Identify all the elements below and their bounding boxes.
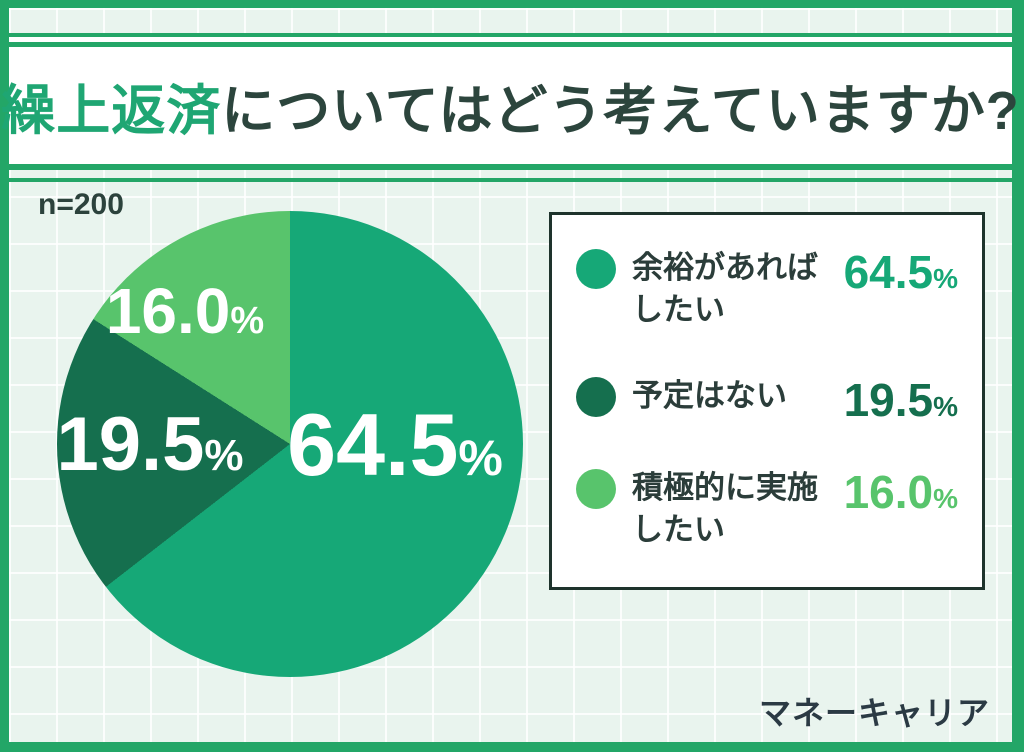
content-area: 繰上返済についてはどう考えていますか? n=200 64.5% 19.5% 16… [1, 8, 1019, 742]
pie-slice-label-2: 19.5% [56, 407, 243, 483]
legend-swatch-icon [576, 377, 616, 417]
legend-item: 余裕があればしたい 64.5% [576, 247, 958, 331]
percent-sign: % [230, 300, 265, 342]
title-highlight: 繰上返済 [1, 81, 222, 141]
legend-value-number: 16.0 [843, 466, 934, 519]
legend-item-label: 積極的に実施したい [632, 470, 818, 548]
bottom-rule-thin [9, 178, 1012, 182]
pie-chart [57, 211, 523, 677]
top-rule-gap [9, 37, 1012, 42]
pie-slice-label-3: 16.0% [106, 279, 264, 343]
legend-swatch-icon [576, 249, 616, 289]
legend-item-value: 64.5% [844, 249, 958, 295]
percent-sign: % [204, 431, 244, 480]
legend-item: 予定はない 19.5% [576, 375, 958, 423]
pie-slice-value-1: 64.5 [287, 395, 459, 494]
legend-item-label: 予定はない [632, 378, 787, 413]
legend-item-value: 16.0% [844, 469, 958, 515]
legend-item-label: 余裕があればしたい [632, 250, 818, 327]
top-rule-thick [9, 42, 1012, 47]
pie-slice-label-1: 64.5% [287, 401, 503, 489]
percent-sign: % [933, 483, 958, 515]
bottom-rule-thick [9, 164, 1012, 170]
pie-slice-value-3: 16.0 [105, 275, 231, 347]
percent-sign: % [933, 263, 958, 294]
percent-sign: % [458, 430, 503, 486]
legend-value-number: 19.5 [843, 374, 934, 426]
sample-size-label: n=200 [38, 188, 124, 221]
title-rest: についてはどう考えていますか? [221, 81, 1020, 141]
title-band: 繰上返済についてはどう考えていますか? [1, 47, 1019, 164]
pie-slice-value-2: 19.5 [56, 402, 205, 487]
legend-box: 余裕があればしたい 64.5% 予定はない 19.5% 積極的に実施したい 16… [549, 212, 985, 590]
page-title: 繰上返済についてはどう考えていますか? [1, 66, 1020, 145]
brand-logo: マネーキャリア [758, 695, 990, 731]
legend-value-number: 64.5 [843, 246, 934, 298]
percent-sign: % [933, 391, 958, 422]
legend-item: 積極的に実施したい 16.0% [576, 467, 958, 551]
legend-item-value: 19.5% [844, 377, 958, 423]
top-rule-thin [9, 33, 1012, 37]
legend-swatch-icon [576, 469, 616, 510]
